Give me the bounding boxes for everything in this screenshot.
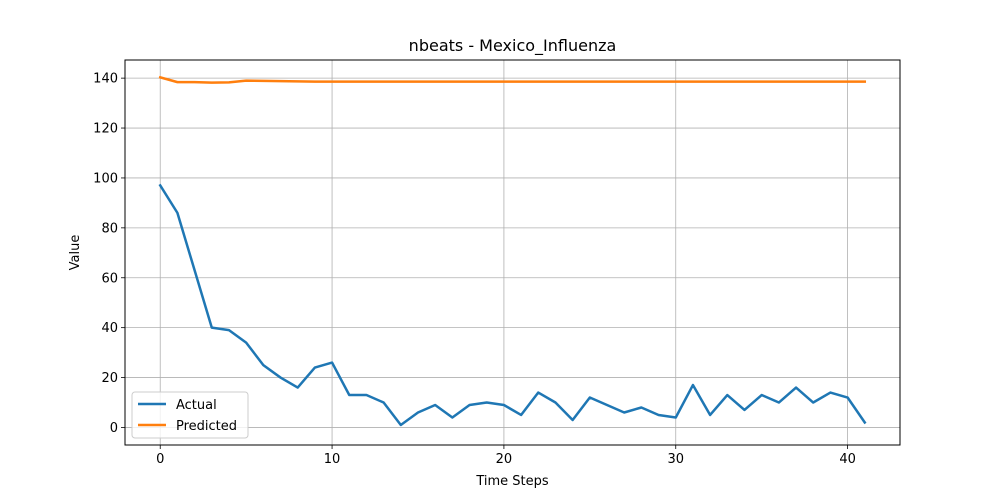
x-tick-label: 0 (156, 452, 164, 467)
series-line-actual (158, 183, 867, 427)
series-lines (158, 75, 867, 427)
y-axis-label: Value (68, 235, 83, 271)
grid-lines (125, 60, 900, 445)
plot-area-frame (124, 59, 901, 446)
y-tick-label: 80 (101, 221, 118, 236)
series-line-predicted (158, 75, 867, 84)
x-tick-label: 20 (496, 452, 513, 467)
y-tick-label: 40 (101, 321, 118, 336)
y-tick-label: 140 (93, 72, 118, 87)
x-tick-label: 30 (667, 452, 684, 467)
x-tick-label: 40 (839, 452, 856, 467)
y-tick-label: 60 (101, 271, 118, 286)
axis-ticks: 0 10 20 30 40 0 20 40 60 80 100 120 140 (93, 72, 856, 467)
x-axis-label: Time Steps (475, 474, 549, 489)
legend-label-predicted: Predicted (176, 419, 237, 434)
y-tick-label: 120 (93, 122, 118, 137)
chart-title: nbeats - Mexico_Influenza (409, 36, 617, 56)
y-tick-label: 20 (101, 371, 118, 386)
legend-label-actual: Actual (176, 398, 217, 413)
y-tick-label: 100 (93, 171, 118, 186)
x-tick-label: 10 (324, 452, 341, 467)
y-tick-label: 0 (110, 421, 118, 436)
legend: Actual Predicted (131, 391, 249, 439)
